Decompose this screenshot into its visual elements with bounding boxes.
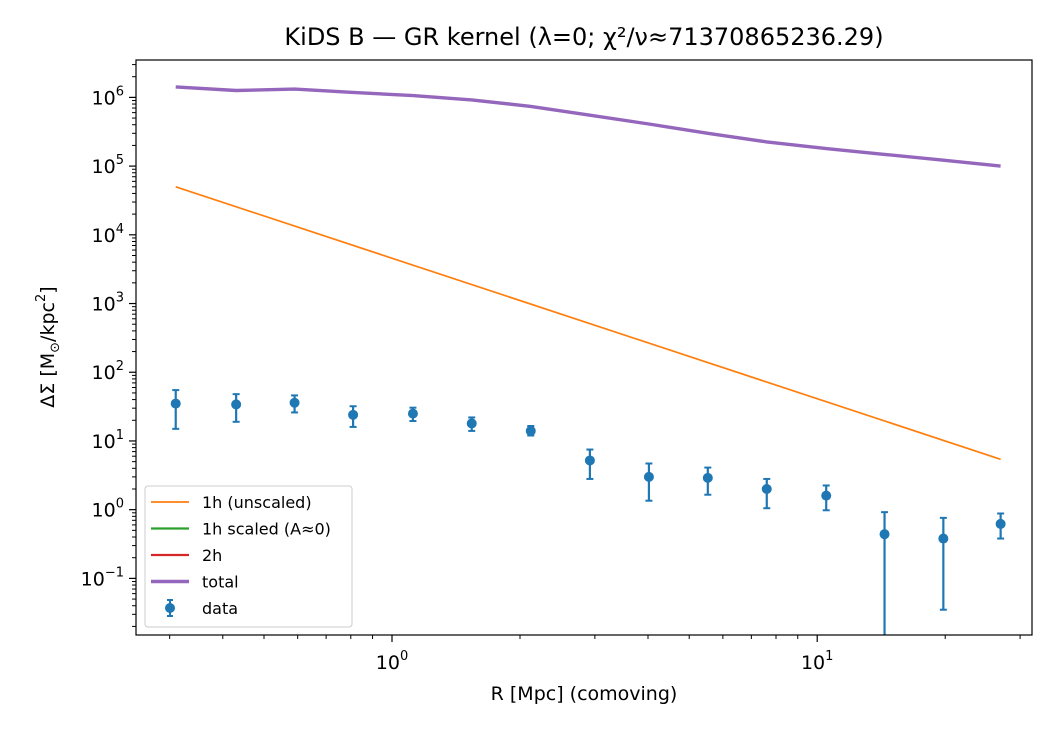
y-axis-label-end: ] <box>37 286 59 293</box>
x-tick-label-1: 101 <box>801 649 833 674</box>
series-line-3 <box>175 85 1001 168</box>
data-point-10 <box>761 483 772 494</box>
x-axis-label: R [Mpc] (comoving) <box>491 683 678 705</box>
y-tick-label-5: 104 <box>92 222 124 247</box>
legend-box <box>144 485 353 628</box>
y-axis-label-mid: /kpc <box>37 302 59 342</box>
data-point-13 <box>938 533 949 544</box>
y-tick-label-4: 103 <box>92 291 124 316</box>
chart-title: KiDS B — GR kernel (λ=0; χ²/ν≈7137086523… <box>284 23 883 51</box>
data-point-0 <box>170 398 181 409</box>
data-point-4 <box>407 408 418 419</box>
x-tick-label-0: 100 <box>376 649 408 674</box>
y-tick-label-2: 101 <box>92 428 124 453</box>
data-point-2 <box>289 397 300 408</box>
data-point-3 <box>348 409 359 420</box>
y-axis-label-main: ΔΣ [M <box>37 353 59 408</box>
data-point-7 <box>584 455 595 466</box>
axes-frame <box>135 59 1033 636</box>
y-tick-label-6: 105 <box>92 153 124 178</box>
plot-area <box>170 85 1006 635</box>
legend-point-swatch <box>165 603 175 613</box>
legend-label-4: data <box>202 599 238 618</box>
data-point-5 <box>466 418 477 429</box>
legend-label-1: 1h scaled (A≈0) <box>202 520 331 539</box>
data-point-9 <box>702 472 713 483</box>
y-tick-label-3: 102 <box>92 359 124 384</box>
series-line-0 <box>175 185 1001 461</box>
y-axis-label-sub: ⊙ <box>48 342 63 353</box>
y-tick-label-0: 10−1 <box>81 565 124 590</box>
y-tick-label-7: 106 <box>92 84 124 109</box>
data-point-11 <box>821 490 832 501</box>
data-point-6 <box>525 425 536 436</box>
y-tick-label-1: 100 <box>92 497 124 522</box>
data-point-14 <box>995 518 1006 529</box>
legend-label-0: 1h (unscaled) <box>202 493 312 512</box>
y-axis-label-sup: 2 <box>34 294 49 302</box>
data-point-12 <box>879 529 890 540</box>
legend: 1h (unscaled) 1h scaled (A≈0) 2h total data <box>144 485 353 628</box>
legend-label-3: total <box>202 573 239 592</box>
data-point-1 <box>231 399 242 410</box>
legend-label-2: 2h <box>202 546 222 565</box>
data-point-8 <box>643 471 654 482</box>
y-axis-label: ΔΣ [M⊙/kpc2] <box>34 286 63 407</box>
axis-ticks: 100 101 10−1 100 101 102 103 104 105 106 <box>81 64 1021 674</box>
plot-series-group <box>170 85 1006 635</box>
